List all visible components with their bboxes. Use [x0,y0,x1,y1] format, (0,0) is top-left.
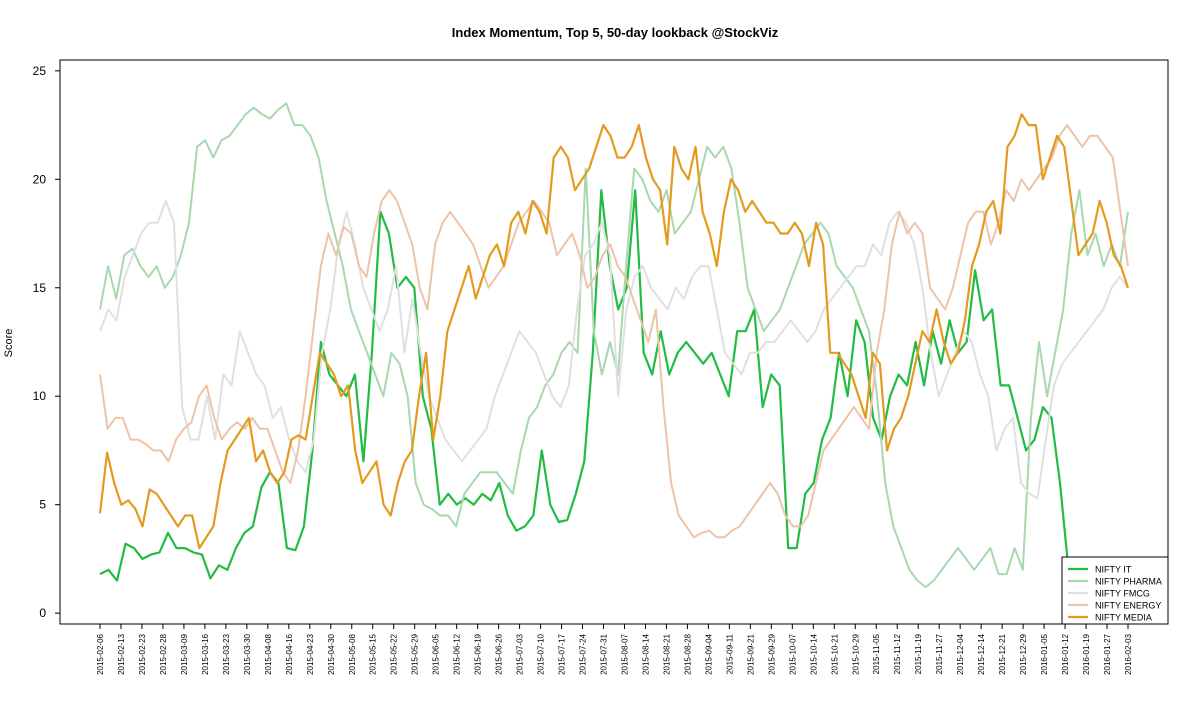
series-layer [98,102,1130,610]
x-tick-label: 2015-11-19 [914,633,923,674]
x-tick-label: 2015-07-17 [558,633,567,674]
x-tick-label: 2016-02-03 [1124,633,1133,674]
x-tick-label: 2015-04-30 [327,633,336,674]
x-tick-label: 2015-12-21 [998,633,1007,674]
x-tick-label: 2015-02-23 [138,633,147,674]
x-axis: 2015-02-06 2015-02-13 2015-02-23 2015-02-28… [96,624,1133,675]
x-tick-label: 2015-08-14 [641,633,650,674]
x-tick-label: 2015-08-21 [662,633,671,674]
series-line-nifty-media [98,113,1130,550]
chart-title: Index Momentum, Top 5, 50-day lookback @… [452,25,779,40]
plot-area [59,59,1169,625]
x-tick-label: 2015-02-28 [159,633,168,674]
x-tick-label: 2016-01-27 [1103,633,1112,674]
series-line-nifty-fmcg [99,200,1129,500]
y-tick-label: 20 [33,172,47,186]
x-tick-label: 2015-07-24 [579,633,588,674]
y-tick-label: 25 [33,64,47,78]
x-tick-label: 2015-09-11 [725,633,734,674]
legend-label: NIFTY MEDIA [1095,613,1152,623]
x-tick-label: 2015-05-15 [369,633,378,674]
x-tick-label: 2015-11-05 [872,633,881,674]
y-tick-label: 10 [33,389,47,403]
x-tick-label: 2015-03-30 [243,633,252,674]
x-tick-label: 2015-12-14 [977,633,986,674]
x-tick-label: 2015-10-21 [830,633,839,674]
x-tick-label: 2015-12-29 [1019,633,1028,674]
x-tick-label: 2015-07-10 [537,633,546,674]
series-line-nifty-energy [99,124,1129,539]
y-axis-label: Score [3,329,15,358]
x-tick-label: 2015-06-26 [495,633,504,674]
x-tick-label: 2016-01-19 [1082,633,1091,674]
x-tick-label: 2015-05-29 [411,633,420,674]
x-tick-label: 2015-08-07 [620,633,629,674]
legend-label: NIFTY ENERGY [1095,601,1161,611]
x-tick-label: 2015-10-07 [788,633,797,674]
x-tick-label: 2015-04-23 [306,633,315,674]
legend-label: NIFTY FMCG [1095,589,1150,599]
x-tick-label: 2015-03-09 [180,633,189,674]
y-tick-label: 5 [39,498,46,512]
legend: NIFTY IT NIFTY PHARMA NIFTY FMCG NIFTY ENER… [1061,556,1169,625]
x-tick-label: 2015-02-06 [96,633,105,674]
x-tick-label: 2015-06-12 [453,633,462,674]
x-tick-label: 2015-03-23 [222,633,231,674]
x-tick-label: 2015-10-14 [809,633,818,674]
x-tick-label: 2015-09-21 [746,633,755,674]
x-tick-label: 2015-05-22 [390,633,399,674]
x-tick-label: 2015-06-19 [474,633,483,674]
x-tick-label: 2015-11-12 [893,633,902,674]
x-tick-label: 2015-04-16 [285,633,294,674]
legend-label: NIFTY PHARMA [1095,577,1162,587]
x-tick-label: 2016-01-05 [1040,633,1049,674]
x-tick-label: 2015-08-28 [683,633,692,674]
y-tick-label: 0 [39,606,46,620]
x-tick-label: 2015-03-16 [201,633,210,674]
x-tick-label: 2015-05-08 [348,633,357,674]
x-tick-label: 2015-11-27 [935,633,944,674]
legend-label: NIFTY IT [1095,565,1132,575]
x-tick-label: 2015-07-31 [600,633,609,674]
x-tick-label: 2015-07-03 [516,633,525,674]
x-tick-label: 2015-04-08 [264,633,273,674]
x-tick-label: 2015-06-05 [432,633,441,674]
x-tick-label: 2015-09-04 [704,633,713,674]
x-tick-label: 2016-01-12 [1061,633,1070,674]
y-tick-label: 15 [33,281,47,295]
y-axis: 0 5 10 15 20 25 [33,64,60,620]
series-line-nifty-pharma [99,102,1129,589]
x-tick-label: 2015-09-29 [767,633,776,674]
x-tick-label: 2015-02-13 [117,633,126,674]
x-tick-label: 2015-12-04 [956,633,965,674]
x-tick-label: 2015-10-29 [851,633,860,674]
